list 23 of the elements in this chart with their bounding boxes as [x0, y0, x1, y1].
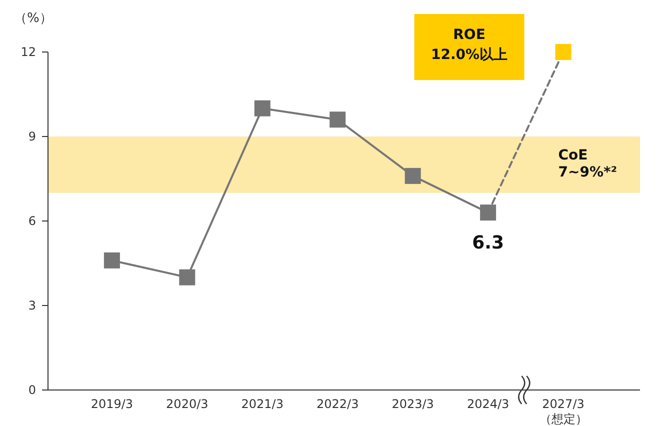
x-tick-label: 2019/3	[90, 397, 134, 411]
point	[179, 269, 196, 286]
y-tick-label: 0	[28, 383, 36, 397]
y-axis-title: （%）	[14, 11, 52, 26]
x-tick-label: 2021/3	[241, 397, 284, 411]
x-tick-label: 2023/3	[392, 397, 434, 411]
y-tick-label: 12	[20, 45, 36, 59]
point	[104, 252, 120, 268]
x-tick-label: 2024/3	[466, 397, 510, 411]
x-tick-label: 2027/3 （想定）	[539, 397, 588, 426]
y-tick-label: 6	[28, 214, 36, 228]
x-tick-label: 2020/3	[166, 397, 208, 411]
x-tick-label: 2022/3	[316, 397, 359, 411]
point	[404, 168, 421, 184]
point	[330, 112, 346, 128]
point	[480, 204, 496, 221]
y-tick-label: 3	[28, 298, 36, 312]
point	[254, 100, 270, 116]
band-label: CoE 7~9%*²	[558, 148, 617, 180]
data-label: 6.3	[472, 232, 504, 254]
annotation: ROE 12.0%以上	[414, 14, 524, 80]
y-tick-label: 9	[28, 130, 36, 144]
annotation: ROE 12.0%以上	[430, 27, 508, 63]
